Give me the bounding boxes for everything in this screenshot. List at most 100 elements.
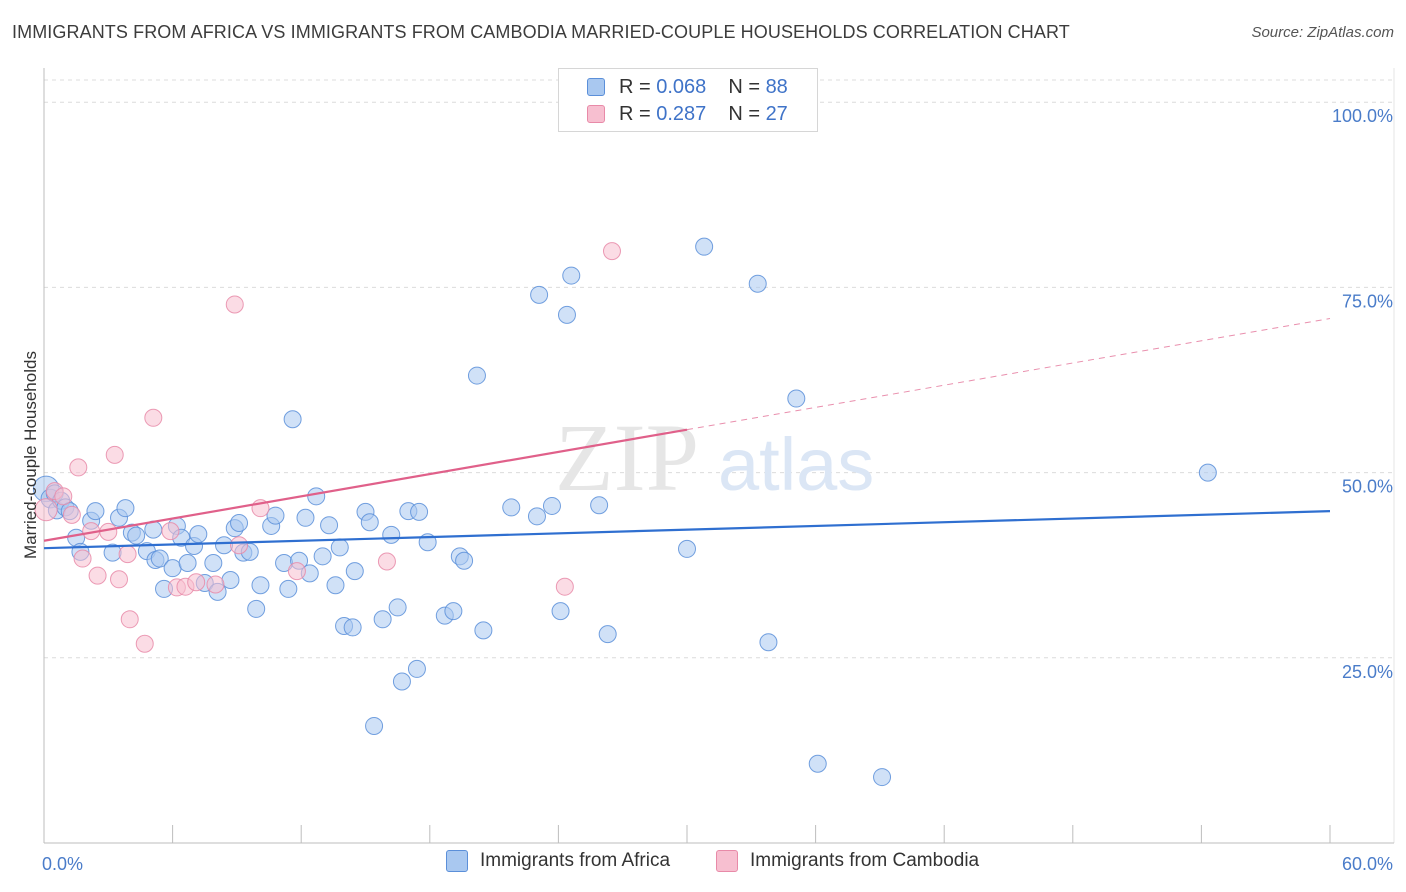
n-label: N = [728,102,760,125]
legend-label-cambodia: Immigrants from Cambodia [750,850,980,871]
africa-point [474,621,493,640]
africa-point [189,525,208,544]
africa-point [296,508,315,527]
cambodia-point [62,505,81,524]
x-tick-label: 60.0% [1342,854,1393,874]
watermark: ZIP atlas [555,404,874,511]
africa-point [530,285,549,304]
cambodia-point [144,408,163,427]
cambodia-point [287,562,306,581]
trend-line-cambodia-extension [686,318,1331,431]
africa-point [787,389,806,408]
cambodia-point [54,487,73,506]
africa-point [748,274,767,293]
n-label: N = [728,75,760,98]
cambodia-point [377,552,396,571]
africa-point [873,768,892,787]
africa-point [326,576,345,595]
africa-point [221,571,240,590]
africa-point [527,507,546,526]
cambodia-legend-swatch [716,850,738,872]
africa-point [343,618,362,637]
africa-point [759,633,778,652]
africa-point [410,502,429,521]
y-tick-label: 100.0% [1332,106,1393,126]
africa-point [808,754,827,773]
legend-item-africa[interactable]: Immigrants from Africa [446,850,670,872]
africa-point [204,553,223,572]
africa-point [373,610,392,629]
africa-point [365,716,384,735]
africa-point [502,498,521,517]
cambodia-point [118,545,137,564]
cambodia-point [555,577,574,596]
africa-point [388,598,407,617]
y-tick-label: 25.0% [1342,662,1393,682]
africa-point [444,602,463,621]
cambodia-point [105,445,124,464]
africa-point [557,305,576,324]
cambodia-point [161,522,180,541]
cambodia-swatch [587,105,605,123]
africa-point [407,659,426,678]
r-value-africa: 0.068 [656,75,707,98]
cambodia-point [602,242,621,261]
ticklabel-layer: 25.0% 50.0% 75.0% 100.0% 0.0% 60.0% [42,106,1393,874]
y-tick-label: 50.0% [1342,477,1393,497]
africa-point [598,625,617,644]
points-layer [32,237,1217,787]
cambodia-point [73,549,92,568]
cambodia-point [230,536,249,555]
africa-point [695,237,714,256]
africa-legend-swatch [446,850,468,872]
cambodia-point [187,573,206,592]
africa-point [467,366,486,385]
africa-point [307,487,326,506]
africa-point [320,516,339,535]
africa-point [283,410,302,429]
trend-layer [43,318,1331,550]
stats-row-cambodia: R = 0.287 N = 27 [587,101,788,127]
africa-point [163,559,182,578]
r-label: R = [619,75,651,98]
africa-point [313,547,332,566]
africa-point [230,513,249,532]
africa-point [266,506,285,525]
africa-point [382,525,401,544]
r-value-cambodia: 0.287 [656,102,707,125]
source-label: Source: ZipAtlas.com [1251,24,1394,41]
africa-point [251,576,270,595]
africa-point [562,266,581,285]
africa-point [127,526,146,545]
series-legend: Immigrants from Africa Immigrants from C… [0,850,1406,878]
africa-point [678,539,696,558]
cambodia-point [135,634,154,653]
legend-label-africa: Immigrants from Africa [480,850,671,871]
africa-point [551,602,570,621]
trend-line-cambodia [43,428,688,542]
n-value-africa: 88 [765,75,788,98]
cambodia-point [34,498,58,522]
trend-line-africa [43,510,1331,550]
cambodia-point [206,575,225,594]
x-tick-label: 0.0% [42,854,83,874]
africa-point [215,536,234,555]
r-label: R = [619,102,651,125]
cambodia-point [225,295,244,314]
legend-item-cambodia[interactable]: Immigrants from Cambodia [716,850,979,872]
africa-point [345,562,364,581]
africa-point [116,499,135,518]
cambodia-point [69,458,88,477]
africa-point [1198,463,1217,482]
y-axis-label: Married-couple Households [21,351,40,559]
stats-legend: R = 0.068 N = 88 R = 0.287 N = 27 [558,68,818,132]
cambodia-point [110,570,129,589]
africa-point [590,496,609,515]
watermark-atlas: atlas [718,423,874,506]
cambodia-point [120,610,139,629]
africa-point [542,496,561,515]
watermark-zip: ZIP [555,404,699,511]
africa-point [247,599,266,618]
stats-row-africa: R = 0.068 N = 88 [587,74,788,100]
